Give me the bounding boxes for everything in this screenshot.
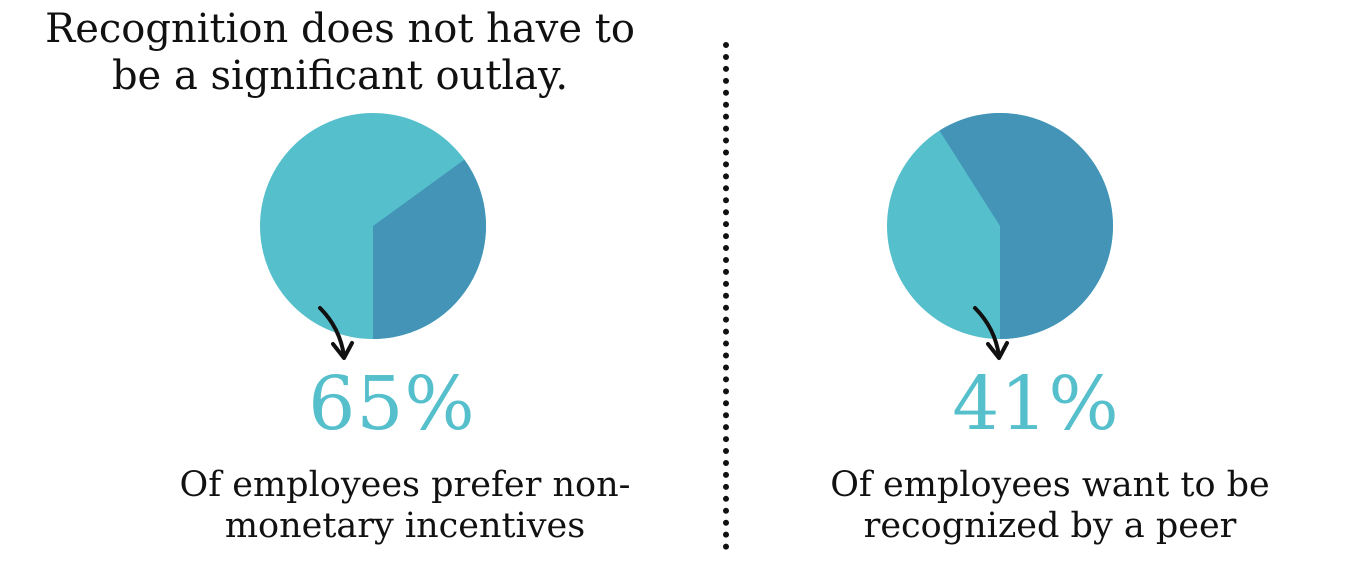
caption-left: Of employees prefer non-monetary incenti… bbox=[179, 465, 631, 546]
arrow-head-icon bbox=[331, 341, 354, 360]
vertical-dotted-divider bbox=[723, 42, 729, 550]
pie-chart-right bbox=[887, 113, 1113, 360]
headline: Recognition does not have to be a signif… bbox=[45, 6, 635, 99]
caption-right: Of employees want to be recognized by a … bbox=[830, 465, 1270, 546]
arrow-down-icon bbox=[318, 306, 346, 358]
percentage-right: 41% bbox=[952, 361, 1120, 447]
pie-slice-secondary bbox=[939, 113, 1113, 340]
percentage-left: 65% bbox=[308, 361, 476, 447]
arrow-down-icon bbox=[973, 306, 1001, 358]
arrow-head-icon bbox=[986, 341, 1009, 360]
pie-chart-left bbox=[260, 113, 486, 360]
pie-slice-secondary bbox=[373, 159, 486, 339]
